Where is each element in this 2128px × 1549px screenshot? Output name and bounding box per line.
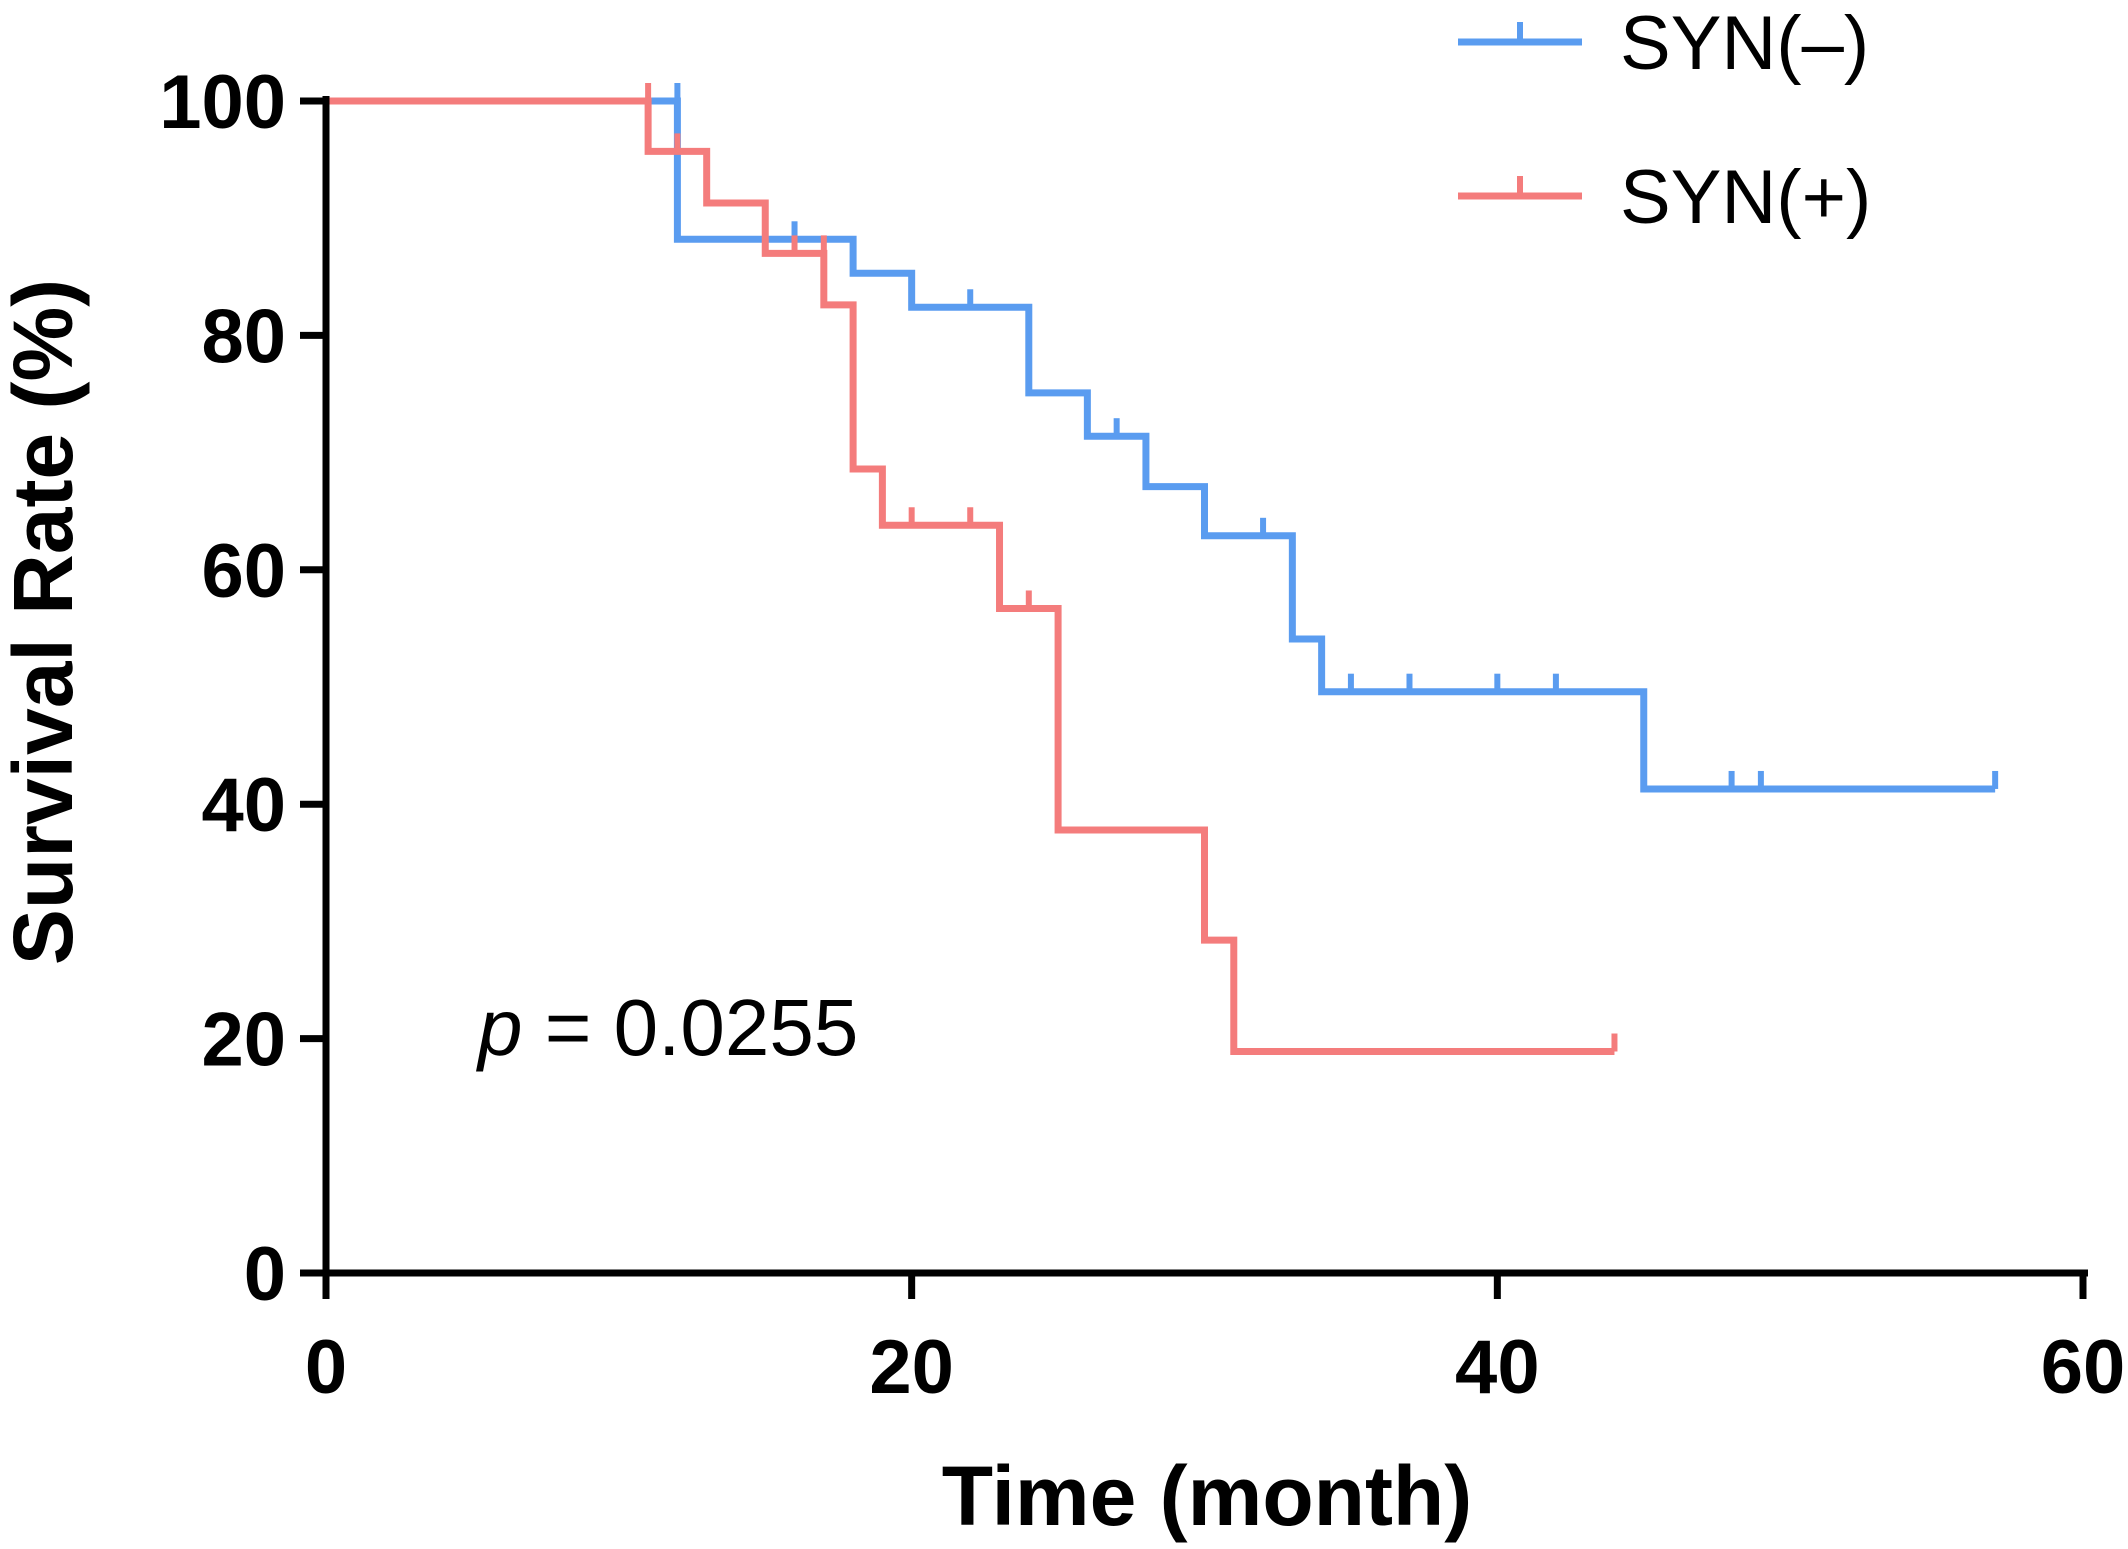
y-tick-label-0: 0 [244,1232,286,1317]
y-tick-label-2: 40 [201,763,286,848]
legend: SYN(–) SYN(+) [1458,1,1871,240]
axes [322,96,2088,1277]
x-tick-label-3: 60 [2041,1325,2126,1410]
plot-curves [326,83,1999,1055]
series-1-curve [326,97,1615,1055]
x-tick-label-1: 20 [869,1325,954,1410]
y-tick-label-4: 80 [201,294,286,379]
x-tick-label-0: 0 [305,1325,347,1410]
y-tick-label-5: 100 [159,60,286,145]
x-ticks: 0 20 40 60 [305,1273,2125,1410]
p-value-symbol: p [476,983,523,1072]
x-axis-title: Time (month) [942,1449,1472,1543]
p-value-text: = 0.0255 [523,983,859,1072]
legend-label-1: SYN(+) [1620,155,1871,240]
x-tick-label-2: 40 [1455,1325,1540,1410]
y-axis-title: Survival Rate (%) [0,279,90,965]
y-tick-label-1: 20 [201,998,286,1083]
y-ticks: 0 20 40 60 80 100 [159,60,326,1317]
p-value-annotation: p = 0.0255 [476,983,858,1072]
legend-label-0: SYN(–) [1620,1,1869,86]
y-tick-label-3: 60 [201,529,286,614]
